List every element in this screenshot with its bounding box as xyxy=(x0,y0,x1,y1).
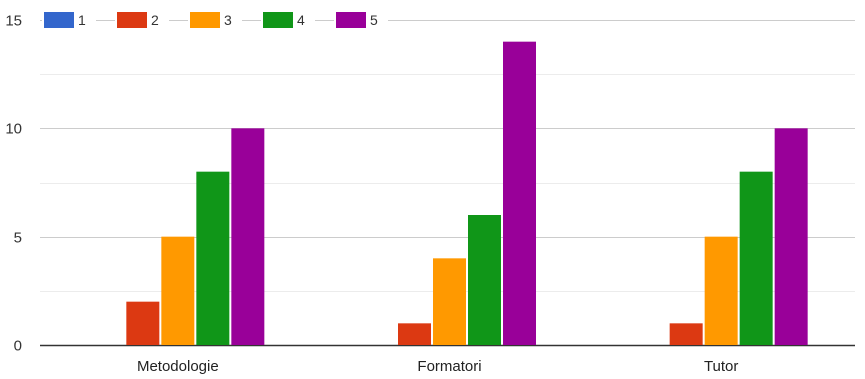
legend-label-3: 3 xyxy=(224,12,232,28)
x-tick-label: Tutor xyxy=(704,358,738,375)
bar-formatori-4[interactable] xyxy=(468,215,501,345)
bar-metodologie-4[interactable] xyxy=(196,171,230,345)
x-axis: Metodologie Formatori Tutor xyxy=(137,358,738,375)
bar-formatori-3[interactable] xyxy=(433,258,466,345)
bar-tutor-4[interactable] xyxy=(739,171,773,345)
bar-tutor-3[interactable] xyxy=(704,236,738,345)
legend-swatch-3[interactable] xyxy=(190,12,220,28)
legend-label-5: 5 xyxy=(370,12,378,28)
legend-swatch-2[interactable] xyxy=(117,12,147,28)
y-tick-label: 10 xyxy=(5,121,22,138)
y-tick-label: 5 xyxy=(14,230,22,247)
legend-swatch-1[interactable] xyxy=(44,12,74,28)
bar-formatori-2[interactable] xyxy=(398,323,431,345)
bar-tutor-5[interactable] xyxy=(774,128,808,345)
y-tick-label: 15 xyxy=(5,13,22,30)
bar-formatori-5[interactable] xyxy=(503,41,536,346)
legend-swatch-4[interactable] xyxy=(263,12,293,28)
y-tick-label: 0 xyxy=(14,338,22,355)
legend-swatch-5[interactable] xyxy=(336,12,366,28)
bar-metodologie-5[interactable] xyxy=(231,128,265,345)
bar-metodologie-3[interactable] xyxy=(161,236,195,345)
bars xyxy=(126,41,808,346)
bar-tutor-2[interactable] xyxy=(669,323,703,345)
legend-label-4: 4 xyxy=(297,12,305,28)
legend[interactable]: 1 2 3 4 5 xyxy=(40,10,390,30)
bar-metodologie-2[interactable] xyxy=(126,301,160,345)
legend-label-1: 1 xyxy=(78,12,86,28)
x-tick-label: Metodologie xyxy=(137,358,219,375)
legend-label-2: 2 xyxy=(151,12,159,28)
x-tick-label: Formatori xyxy=(417,358,481,375)
